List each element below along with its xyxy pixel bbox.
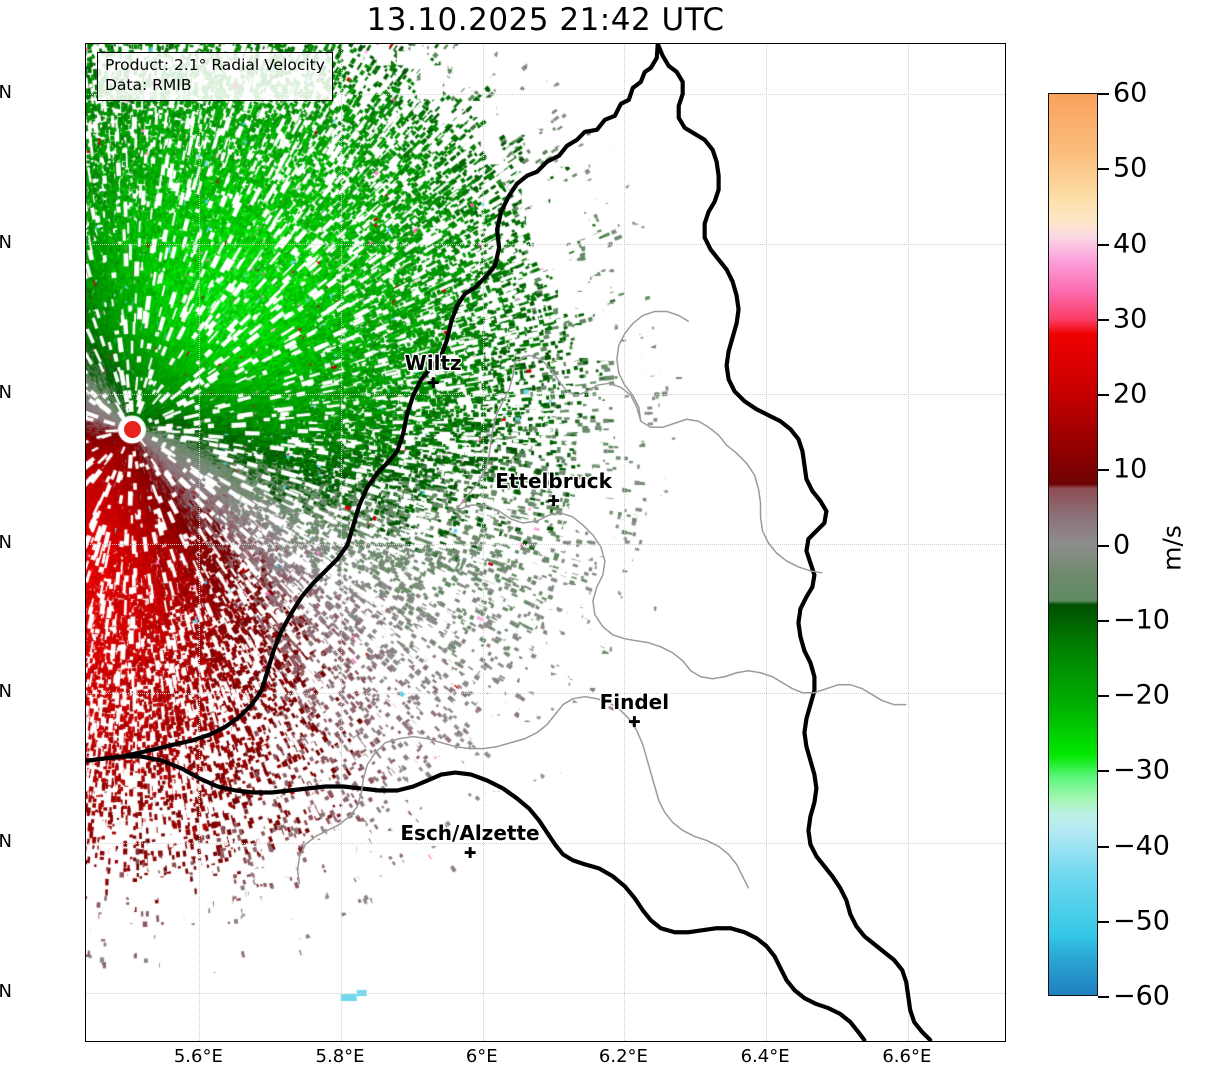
city-marker-icon: ✚ (463, 844, 477, 863)
colorbar-tick (1098, 394, 1109, 396)
colorbar-tick-label: −40 (1113, 830, 1170, 861)
y-tick-label: 49.5°N (0, 831, 12, 853)
x-tick-label: 6.6°E (882, 1046, 932, 1067)
gridline-vertical (907, 44, 910, 1041)
y-tick-label: 49.95°N (0, 381, 12, 403)
page-title: 13.10.2025 21:42 UTC (366, 2, 725, 38)
colorbar-unit-label: m/s (1157, 525, 1187, 571)
x-tick-label: 6.4°E (740, 1046, 790, 1067)
gridline-vertical (624, 44, 626, 1041)
y-tick-label: 49.65°N (0, 681, 12, 703)
district-border-north (514, 354, 642, 422)
colorbar-tick-label: 30 (1113, 303, 1148, 335)
map-clip: Wiltz ✚ Ettelbruck ✚ Findel ✚ Esch/Alzette ✚ Pr… (86, 44, 1005, 1041)
x-tick-label: 6.2°E (598, 1046, 648, 1067)
colorbar-tick (1098, 695, 1109, 697)
colorbar-tick (1098, 168, 1109, 171)
radar-site-marker[interactable] (119, 416, 146, 443)
city-name: Ettelbruck (495, 468, 612, 493)
info-product-line: Product: 2.1° Radial Velocity (105, 56, 325, 74)
velocity-colorbar[interactable] (1048, 93, 1098, 996)
city-name: Esch/Alzette (400, 821, 540, 846)
colorbar-tick (1098, 318, 1109, 321)
gridline-horizontal (86, 393, 1005, 396)
colorbar-tick-label: −50 (1113, 905, 1170, 937)
colorbar-tick-label: 20 (1113, 378, 1148, 410)
district-border-mid (454, 504, 649, 644)
radar-site-dot (123, 421, 141, 439)
colorbar-tick-label: 50 (1113, 152, 1148, 184)
city-name: Wiltz (404, 350, 462, 375)
colorbar-tick (1098, 920, 1109, 923)
district-border-centre-vert (454, 361, 516, 512)
city-marker-icon: ✚ (426, 373, 440, 392)
district-border-right-branch (726, 444, 823, 574)
x-tick-label: 5.8°E (315, 1046, 365, 1067)
x-tick-label: 5.6°E (173, 1046, 223, 1067)
colorbar-tick (1098, 93, 1109, 95)
product-info-box: Product: 2.1° Radial Velocity Data: RMIB (97, 52, 333, 101)
gridline-horizontal (86, 543, 1005, 546)
y-tick-label: 49.35°N (0, 981, 12, 1003)
colorbar-tick (1098, 845, 1109, 848)
city-marker-icon: ✚ (628, 713, 641, 732)
colorbar-tick (1098, 619, 1109, 622)
city-label-ettelbruck: Ettelbruck ✚ (495, 468, 612, 510)
gridline-horizontal (86, 993, 1005, 995)
info-data-line: Data: RMIB (105, 75, 192, 94)
y-tick-label: 50.1°N (0, 231, 12, 253)
colorbar-tick-label: 0 (1113, 529, 1131, 560)
gridline-horizontal (86, 693, 1005, 695)
district-border-upper-right (616, 310, 690, 422)
district-border-northeast (640, 418, 728, 446)
gridline-vertical (199, 44, 201, 1041)
gridline-horizontal (86, 243, 1005, 246)
city-label-findel: Findel ✚ (599, 690, 670, 732)
border-east-germany (655, 44, 933, 1041)
gridline-vertical (482, 44, 485, 1041)
colorbar-tick (1098, 544, 1109, 547)
colorbar-tick-label: 60 (1113, 77, 1148, 109)
gridline-vertical (341, 44, 343, 1041)
colorbar-tick-label: −60 (1113, 980, 1170, 1012)
gridline-horizontal (86, 843, 1005, 845)
colorbar-tick (1098, 996, 1109, 998)
colorbar-tick-label: −20 (1113, 679, 1170, 711)
gridline-horizontal (86, 93, 1005, 96)
district-border-east (648, 642, 907, 706)
y-tick-label: 49.8°N (0, 531, 12, 553)
radar-velocity-field (86, 44, 1005, 1041)
colorbar-tick (1098, 469, 1109, 472)
colorbar-tick-label: 10 (1113, 453, 1148, 485)
x-tick-label: 6°E (465, 1046, 498, 1067)
colorbar-gradient (1049, 94, 1097, 995)
radar-map-plot[interactable]: Wiltz ✚ Ettelbruck ✚ Findel ✚ Esch/Alzette ✚ Pr… (85, 43, 1006, 1042)
city-name: Findel (599, 690, 670, 715)
gridline-vertical (766, 44, 768, 1041)
district-border-layer (296, 310, 907, 889)
city-label-wiltz: Wiltz ✚ (404, 350, 462, 392)
district-border-west-loop (296, 742, 386, 885)
border-luxembourg-belgium-germany (86, 44, 660, 763)
colorbar-tick-label: 40 (1113, 228, 1148, 259)
city-label-esch-alzette: Esch/Alzette ✚ (400, 821, 540, 863)
district-border-southwest (385, 695, 620, 750)
border-south-france (86, 754, 867, 1041)
city-marker-icon: ✚ (547, 491, 560, 510)
colorbar-tick-label: −10 (1113, 604, 1170, 636)
colorbar-tick-label: −30 (1113, 754, 1170, 786)
colorbar-tick (1098, 243, 1109, 246)
y-tick-label: 50.25°N (0, 81, 12, 103)
national-border-layer (86, 44, 933, 1041)
colorbar-tick (1098, 770, 1109, 773)
district-border-south-centre (618, 708, 750, 889)
